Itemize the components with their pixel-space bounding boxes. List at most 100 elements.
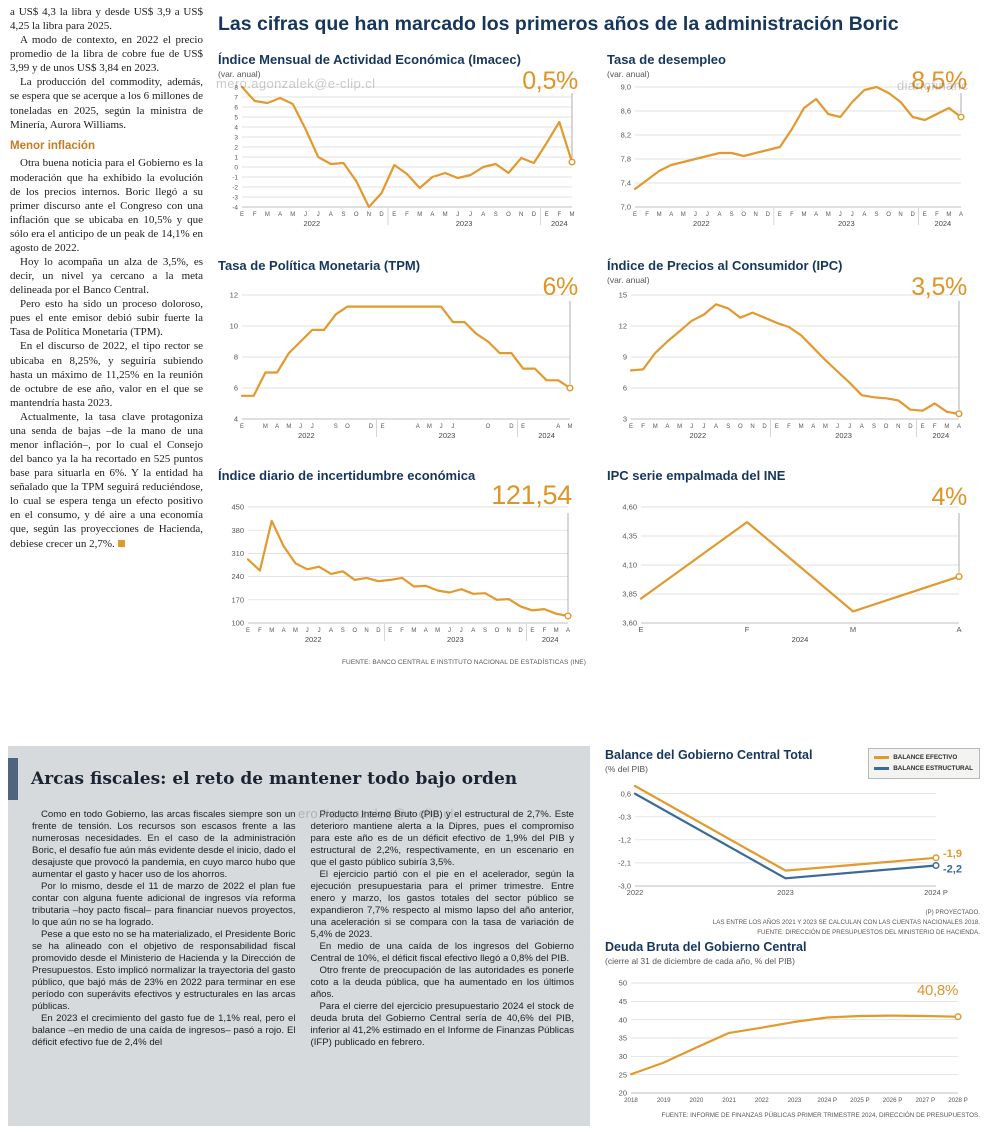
legend-item: BALANCE ESTRUCTURAL — [874, 763, 973, 774]
fiscal-paragraph: Para el cierre del ejercicio presupuesta… — [310, 1000, 575, 1048]
svg-text:F: F — [253, 212, 257, 218]
svg-text:E: E — [388, 628, 392, 634]
chart-title: Índice Mensual de Actividad Económica (I… — [218, 52, 521, 67]
svg-text:A: A — [424, 628, 428, 634]
svg-text:380: 380 — [231, 525, 244, 534]
svg-text:2024: 2024 — [542, 635, 559, 644]
svg-text:N: N — [898, 212, 902, 218]
svg-text:E: E — [530, 628, 534, 634]
chart-highlight-value: 4% — [931, 483, 967, 511]
svg-text:10: 10 — [230, 321, 238, 330]
svg-text:3,85: 3,85 — [622, 589, 637, 598]
svg-text:12: 12 — [619, 321, 627, 330]
chart-subtitle: (var. anual) — [607, 68, 650, 79]
svg-text:A: A — [430, 212, 434, 218]
svg-text:J: J — [456, 212, 459, 218]
svg-text:A: A — [282, 628, 286, 634]
svg-text:E: E — [545, 212, 549, 218]
svg-text:E: E — [246, 628, 250, 634]
svg-text:3: 3 — [234, 134, 238, 141]
svg-text:3,60: 3,60 — [622, 618, 637, 627]
svg-text:2022: 2022 — [298, 431, 315, 440]
svg-text:J: J — [451, 424, 454, 430]
svg-text:O: O — [741, 212, 746, 218]
svg-text:J: J — [311, 424, 314, 430]
svg-text:2026 P: 2026 P — [883, 1097, 903, 1104]
svg-text:J: J — [448, 628, 451, 634]
svg-text:A: A — [329, 212, 333, 218]
chart-subtitle: (% del PIB) — [605, 764, 648, 774]
article-text: Actualmente, la tasa clave protagoniza u… — [10, 410, 203, 550]
svg-text:A: A — [714, 424, 718, 430]
svg-text:J: J — [299, 424, 302, 430]
svg-text:S: S — [483, 628, 487, 634]
chart-imacec: Índice Mensual de Actividad Económica (I… — [218, 52, 586, 231]
svg-text:M: M — [554, 628, 559, 634]
svg-text:240: 240 — [231, 572, 244, 581]
chart-ipc: Índice de Precios al Consumidor (IPC) (v… — [607, 258, 975, 443]
svg-text:6: 6 — [623, 383, 627, 392]
svg-text:A: A — [416, 424, 420, 430]
svg-text:J: J — [318, 628, 321, 634]
fiscal-paragraph: Pese a que esto no se ha materializado, … — [32, 928, 296, 1012]
svg-text:2023: 2023 — [788, 1097, 802, 1104]
svg-text:S: S — [341, 628, 345, 634]
svg-text:6: 6 — [234, 104, 238, 111]
svg-text:8,6: 8,6 — [621, 106, 631, 115]
fiscal-paragraph: Como en todo Gobierno, las arcas fiscale… — [32, 809, 296, 880]
chart-highlight-value: 3,5% — [911, 273, 967, 301]
svg-text:-1,9: -1,9 — [943, 848, 962, 860]
svg-text:E: E — [778, 212, 782, 218]
svg-text:30: 30 — [619, 1052, 627, 1061]
svg-text:A: A — [860, 424, 864, 430]
svg-text:M: M — [290, 212, 295, 218]
svg-text:J: J — [469, 212, 472, 218]
svg-text:2024 P: 2024 P — [817, 1097, 837, 1104]
svg-text:D: D — [908, 424, 913, 430]
svg-text:2025 P: 2025 P — [850, 1097, 870, 1104]
fiscal-paragraph: El ejercicio partió con el pie en el ace… — [310, 868, 575, 940]
svg-text:35: 35 — [619, 1034, 627, 1043]
svg-text:A: A — [956, 625, 961, 634]
article-paragraph: Pero esto ha sido un proceso doloroso, p… — [10, 298, 203, 339]
copper-article: a US$ 4,3 la libra y desde US$ 3,9 a US$… — [10, 5, 203, 551]
svg-text:2024: 2024 — [538, 431, 555, 440]
chart-ipc-ine: IPC serie empalmada del INE 4% 4,60 4,35 4… — [607, 468, 975, 647]
svg-text:2021: 2021 — [722, 1097, 736, 1104]
fiscal-columns: Como en todo Gobierno, las arcas fiscale… — [8, 800, 590, 1049]
svg-text:2023: 2023 — [835, 431, 852, 440]
svg-text:E: E — [775, 424, 779, 430]
svg-text:D: D — [518, 628, 523, 634]
svg-text:M: M — [799, 424, 804, 430]
legend-swatch-estructural — [874, 767, 890, 771]
svg-text:M: M — [427, 424, 432, 430]
svg-text:F: F — [790, 212, 794, 218]
svg-text:2: 2 — [234, 144, 238, 151]
svg-text:A: A — [471, 628, 475, 634]
svg-text:D: D — [532, 212, 537, 218]
fiscal-paragraph: Producto Interno Bruto (PIB) y el estruc… — [310, 809, 575, 868]
svg-text:8,2: 8,2 — [621, 130, 631, 139]
svg-text:J: J — [694, 212, 697, 218]
svg-text:O: O — [354, 212, 359, 218]
svg-text:J: J — [460, 628, 463, 634]
svg-text:D: D — [509, 424, 514, 430]
svg-text:N: N — [507, 628, 511, 634]
article-end-marker — [117, 539, 125, 547]
svg-text:F: F — [542, 628, 546, 634]
svg-text:J: J — [851, 212, 854, 218]
svg-text:2022: 2022 — [305, 635, 322, 644]
svg-text:O: O — [506, 212, 511, 218]
svg-text:2022: 2022 — [755, 1097, 769, 1104]
svg-text:9: 9 — [623, 352, 627, 361]
svg-text:M: M — [417, 212, 422, 218]
svg-text:2027 P: 2027 P — [915, 1097, 935, 1104]
svg-text:S: S — [341, 212, 345, 218]
svg-text:7,4: 7,4 — [621, 178, 631, 187]
page-title: Las cifras que han marcado los primeros … — [218, 13, 899, 35]
svg-text:F: F — [258, 628, 262, 634]
svg-text:S: S — [494, 212, 498, 218]
